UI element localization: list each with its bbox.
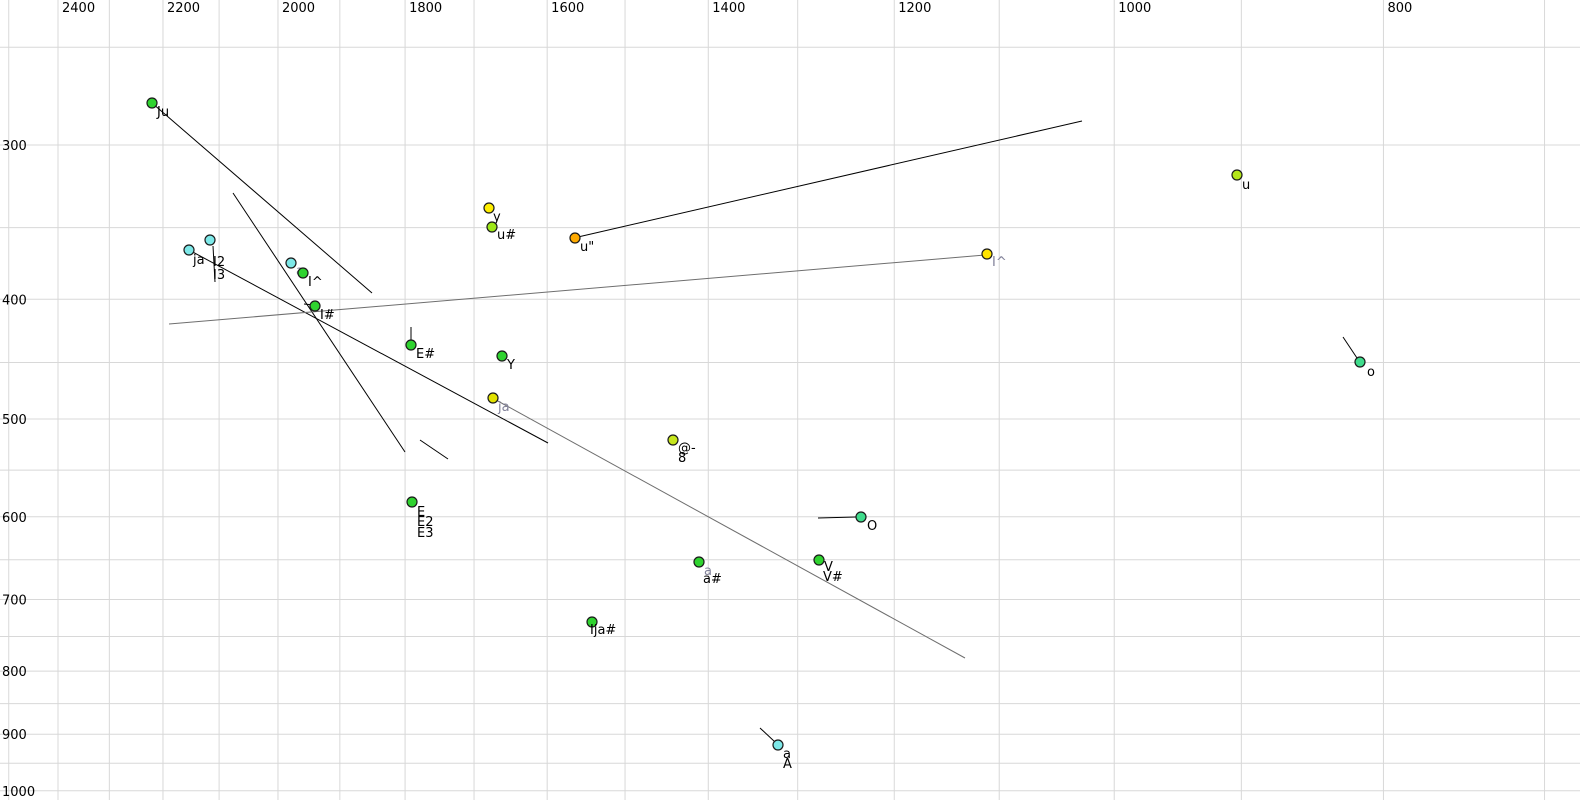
- point-label-v-cap: V: [824, 560, 833, 575]
- point-label-i-caret-mid: I^: [992, 255, 1007, 270]
- point-label-e-plain: E2: [417, 515, 434, 530]
- trajectory-line-traj-ja-long: [188, 249, 549, 444]
- point-label-i2-i3: I3: [213, 268, 225, 283]
- data-point-e-hash[interactable]: [405, 339, 417, 351]
- trajectory-line-traj-ju: [151, 102, 373, 294]
- point-label-schwa-8: 8: [678, 451, 686, 466]
- data-point-e-plain[interactable]: [406, 496, 418, 508]
- data-point-a-back[interactable]: [772, 739, 784, 751]
- point-label-a-back: A: [783, 757, 792, 772]
- data-point-ju[interactable]: [146, 97, 158, 109]
- x-axis-tick-label: 1600: [551, 1, 584, 16]
- trajectory-line-tick-o-cap: [817, 516, 857, 519]
- point-label-y-small: y: [493, 210, 501, 225]
- y-axis-tick-label: 300: [2, 139, 27, 154]
- x-axis-tick-label: 2000: [282, 1, 315, 16]
- point-label-i-hash: I#: [320, 308, 335, 323]
- y-axis-tick-label: 700: [2, 593, 27, 608]
- x-axis-tick-label: 2200: [167, 1, 200, 16]
- trajectory-line-traj-grey-diag: [495, 399, 966, 659]
- data-point-a-front[interactable]: [285, 257, 297, 269]
- data-point-u-hash[interactable]: [486, 221, 498, 233]
- point-label-v-cap: V#: [823, 570, 843, 585]
- point-label-u-umlaut: u": [580, 240, 594, 255]
- data-point-u-umlaut[interactable]: [569, 232, 581, 244]
- point-label-u-hash: u#: [497, 228, 516, 243]
- x-axis-tick-label: 1200: [898, 1, 931, 16]
- data-point-v-cap[interactable]: [813, 554, 825, 566]
- point-label-ija-hash: Ija#: [590, 623, 616, 638]
- trajectory-line-traj-grey-flat: [168, 254, 986, 325]
- trajectory-line-tick-a-back: [759, 727, 776, 743]
- y-axis-tick-label: 600: [2, 511, 27, 526]
- point-label-schwa-8: @-: [678, 441, 696, 456]
- point-label-i2-i3: I2: [213, 255, 225, 270]
- data-point-y-cap[interactable]: [496, 350, 508, 362]
- point-label-ja-front: ja: [192, 253, 205, 268]
- y-axis-tick-label: 900: [2, 728, 27, 743]
- point-label-e-plain: E: [417, 505, 425, 520]
- data-point-u-back[interactable]: [1231, 169, 1243, 181]
- point-label-a-hash: a#: [703, 572, 722, 587]
- y-axis-tick-label: 800: [2, 665, 27, 680]
- data-point-y-small[interactable]: [483, 202, 495, 214]
- data-point-schwa-8[interactable]: [667, 434, 679, 446]
- point-label-u-back: u: [1242, 178, 1250, 193]
- x-axis-tick-label: 800: [1387, 1, 1412, 16]
- point-label-e-hash: E#: [416, 347, 435, 362]
- data-point-i-caret-front[interactable]: [297, 267, 309, 279]
- trajectory-line-tick-o-small: [1342, 336, 1358, 359]
- x-axis-tick-label: 1800: [409, 1, 442, 16]
- trajectory-line-tick-i2-i3: [212, 245, 216, 283]
- x-axis-tick-label: 1400: [712, 1, 745, 16]
- point-label-ju: Ju: [156, 105, 169, 120]
- data-point-ja-mid[interactable]: [487, 392, 499, 404]
- data-point-ja-front[interactable]: [183, 244, 195, 256]
- data-point-i-caret-mid[interactable]: [981, 248, 993, 260]
- y-axis-tick-label: 400: [2, 293, 27, 308]
- point-label-o-cap: O: [867, 519, 877, 534]
- trajectory-line-traj-u-umlaut: [577, 120, 1083, 238]
- point-label-a-hash: a: [704, 564, 712, 579]
- point-label-i-caret-front: I^: [308, 275, 323, 290]
- data-point-a-hash[interactable]: [693, 556, 705, 568]
- x-axis-tick-label: 1000: [1118, 1, 1151, 16]
- data-point-o-cap[interactable]: [855, 511, 867, 523]
- point-label-a-back: a: [783, 747, 791, 762]
- y-axis-tick-label: 1000: [2, 785, 35, 800]
- point-label-ja-mid: ja: [497, 400, 510, 415]
- y-axis-tick-label: 500: [2, 413, 27, 428]
- point-label-o-small: o: [1367, 365, 1375, 380]
- data-point-i-hash[interactable]: [309, 300, 321, 312]
- point-label-y-cap: Y: [506, 358, 515, 373]
- trajectory-line-traj-steep: [232, 192, 406, 453]
- data-point-i2-i3[interactable]: [204, 234, 216, 246]
- data-point-o-small[interactable]: [1354, 356, 1366, 368]
- trajectory-line-traj-stub: [419, 439, 449, 460]
- data-point-ija-hash[interactable]: [586, 616, 598, 628]
- point-label-e-plain: E3: [417, 526, 434, 541]
- x-axis-tick-label: 2400: [62, 1, 95, 16]
